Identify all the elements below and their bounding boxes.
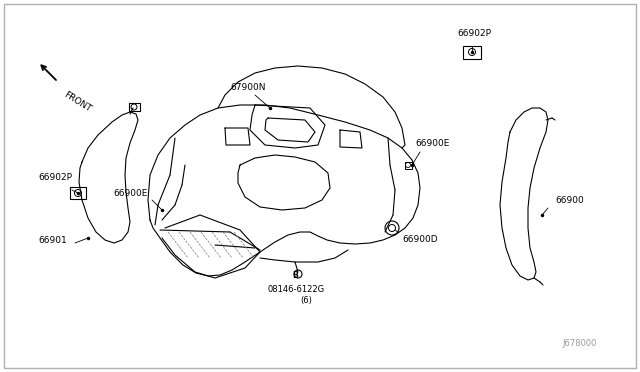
- Text: 66900D: 66900D: [402, 235, 438, 244]
- Text: B: B: [292, 270, 298, 279]
- Bar: [463, 45, 481, 58]
- Text: FRONT: FRONT: [62, 90, 93, 114]
- Text: 67900N: 67900N: [230, 83, 266, 92]
- Text: 66901: 66901: [38, 236, 67, 245]
- Text: 66900E: 66900E: [415, 139, 449, 148]
- Text: 66900: 66900: [555, 196, 584, 205]
- Text: (6): (6): [300, 296, 312, 305]
- Text: 66902P: 66902P: [457, 29, 491, 38]
- Bar: [404, 161, 412, 169]
- Text: J678000: J678000: [562, 339, 596, 348]
- Bar: [70, 187, 86, 199]
- Text: 08146-6122G: 08146-6122G: [268, 285, 324, 294]
- Text: 66902P: 66902P: [38, 173, 72, 182]
- Text: 66900E: 66900E: [114, 189, 148, 198]
